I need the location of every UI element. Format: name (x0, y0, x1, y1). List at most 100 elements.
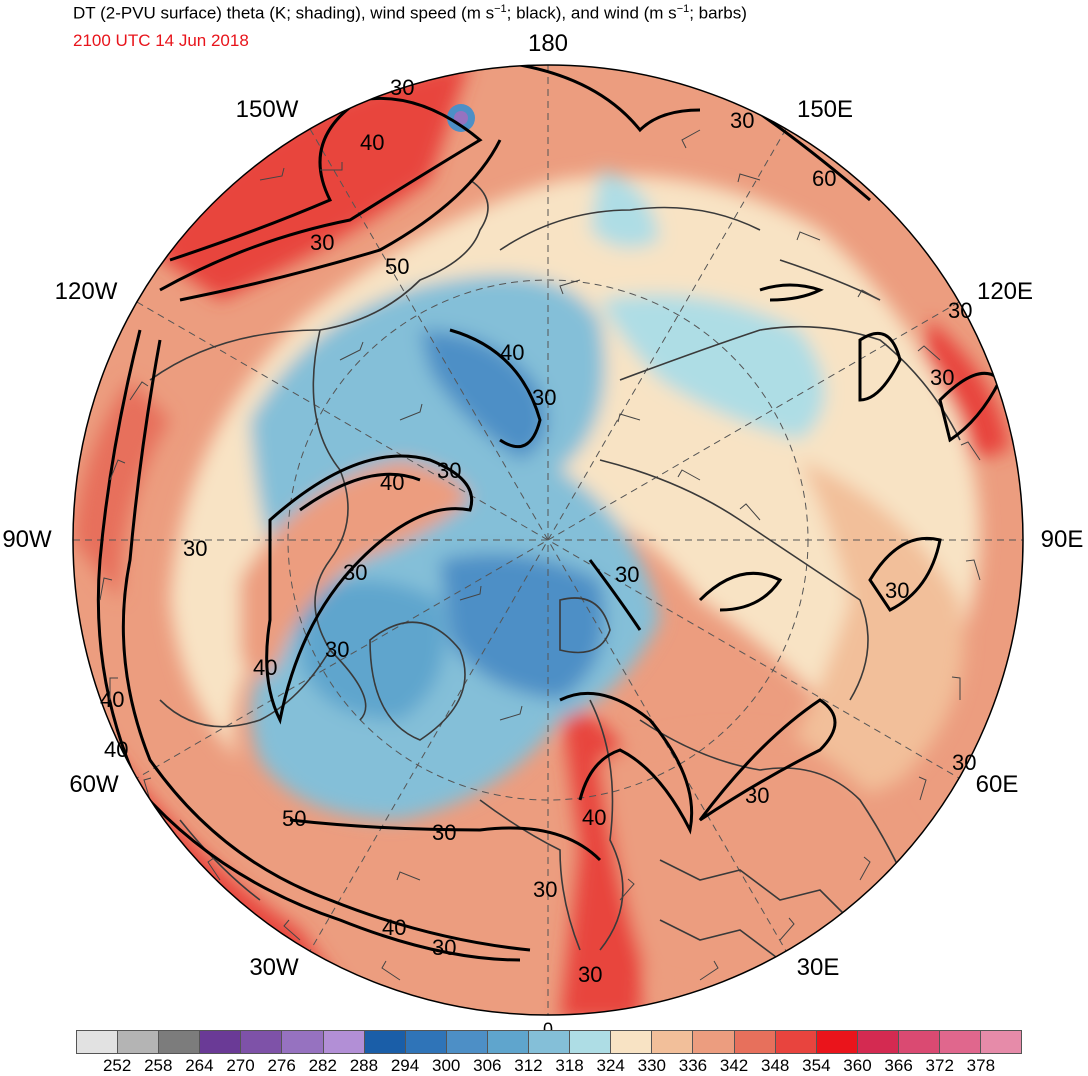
contour-label: 40 (104, 737, 128, 762)
lon-label-150e: 150E (796, 96, 854, 123)
colorbar-tick-label: 294 (390, 1056, 420, 1075)
contour-label: 30 (948, 298, 972, 323)
colorbar-tick-label: 360 (843, 1056, 872, 1075)
colorbar-tick-label: 264 (185, 1056, 214, 1075)
valid-time: 2100 UTC 14 Jun 2018 (73, 31, 249, 50)
colorbar-swatch (898, 1031, 940, 1053)
contour-label: 30 (952, 750, 976, 775)
contour-label: 30 (390, 75, 414, 100)
lon-label-150w: 150W (235, 96, 299, 123)
contour-label: 30 (533, 877, 557, 902)
contour-label: 30 (730, 108, 754, 133)
colorbar-swatch (405, 1031, 447, 1053)
contour-label: 40 (382, 915, 406, 940)
contour-label: 30 (930, 365, 954, 390)
colorbar (76, 1030, 1022, 1054)
contour-label: 30 (432, 820, 456, 845)
colorbar-swatch (734, 1031, 776, 1053)
contour-label: 40 (360, 130, 384, 155)
colorbar-swatch (446, 1031, 488, 1053)
colorbar-tick-label: 348 (761, 1056, 790, 1075)
contour-label: 40 (500, 340, 524, 365)
title-sup-2: −1 (676, 3, 690, 15)
colorbar-tick-label: 318 (555, 1056, 584, 1075)
colorbar-tick-label: 336 (678, 1056, 708, 1075)
title-sup-1: −1 (494, 3, 507, 15)
lon-label-180: 180 (527, 30, 569, 57)
colorbar-tick-label: 312 (514, 1056, 543, 1075)
contour-label: 40 (100, 687, 124, 712)
title-text-1: DT (2-PVU surface) theta (K; shading), w… (73, 3, 495, 23)
colorbar-swatch (693, 1031, 735, 1053)
colorbar-swatch (241, 1031, 283, 1053)
colorbar-tick-label: 372 (925, 1056, 954, 1075)
contour-label: 30 (437, 458, 461, 483)
colorbar-tick-label: 282 (308, 1056, 337, 1075)
colorbar-tick-label: 252 (102, 1056, 132, 1075)
colorbar-swatch (323, 1031, 365, 1053)
lon-label-90w: 90W (2, 526, 52, 553)
contour-label: 30 (310, 230, 334, 255)
lon-label-0: 0 (542, 1019, 554, 1040)
colorbar-swatch (200, 1031, 242, 1053)
colorbar-swatch (775, 1031, 817, 1053)
contour-label: 30 (532, 385, 556, 410)
colorbar-tick-label: 276 (267, 1056, 296, 1075)
colorbar-tick-label: 300 (431, 1056, 461, 1075)
contour-label: 40 (253, 655, 277, 680)
colorbar-swatch (611, 1031, 653, 1053)
coastlines (149, 179, 961, 961)
lon-label-30w: 30W (249, 954, 299, 981)
plot-title: DT (2-PVU surface) theta (K; shading), w… (73, 3, 747, 24)
colorbar-swatch (816, 1031, 858, 1053)
colorbar-tick-label: 366 (884, 1056, 913, 1075)
contour-label: 40 (380, 470, 404, 495)
lon-label-120w: 120W (54, 278, 118, 305)
lon-label-30e: 30E (796, 954, 840, 981)
contour-label: 30 (578, 962, 602, 987)
colorbar-swatch (77, 1031, 119, 1053)
contour-label: 30 (745, 783, 769, 808)
colorbar-tick-label: 306 (473, 1056, 502, 1075)
colorbar-tick-label: 258 (144, 1056, 173, 1075)
colorbar-swatch (529, 1031, 571, 1053)
contour-label: 30 (343, 560, 367, 585)
colorbar-tick-label: 354 (802, 1056, 831, 1075)
contour-label: 30 (615, 562, 639, 587)
lon-label-60w: 60W (69, 771, 119, 798)
lon-label-120e: 120E (976, 278, 1034, 305)
colorbar-swatch (857, 1031, 899, 1053)
contour-label: 30 (432, 935, 456, 960)
colorbar-labels: 252 258 264 270 276 282 288 294 300 306 312 318 324 3… (76, 1056, 1022, 1076)
colorbar-tick-label: 324 (596, 1056, 625, 1075)
colorbar-swatch (981, 1031, 1022, 1053)
colorbar-tick-label: 342 (719, 1056, 749, 1075)
contour-label: 60 (812, 166, 836, 191)
colorbar-swatch (570, 1031, 612, 1053)
lon-label-60e: 60E (975, 771, 1019, 798)
contour-label: 30 (325, 637, 349, 662)
lon-label-90e: 90E (1040, 526, 1084, 553)
colorbar-swatch (364, 1031, 406, 1053)
colorbar-swatch (939, 1031, 982, 1053)
contour-label: 50 (282, 806, 306, 831)
colorbar-swatch (159, 1031, 201, 1053)
colorbar-swatch (487, 1031, 530, 1053)
title-text-3: ; barbs) (689, 3, 747, 23)
title-text-2: ; black), and wind (m s (506, 3, 677, 23)
colorbar-tick-label: 270 (226, 1056, 255, 1075)
colorbar-tick-label: 330 (637, 1056, 666, 1075)
colorbar-tick-label: 378 (966, 1056, 996, 1075)
contour-label: 30 (885, 578, 909, 603)
colorbar-swatch (118, 1031, 160, 1053)
colorbar-swatch (652, 1031, 694, 1053)
theta-shading (73, 65, 1010, 1015)
contour-label: 30 (183, 536, 207, 561)
graticule (73, 65, 1023, 1015)
contour-label: 40 (582, 805, 606, 830)
contour-labels: 30 40 30 50 30 60 40 30 30 30 30 40 30 3… (100, 75, 976, 987)
contour-label: 50 (385, 254, 409, 279)
colorbar-swatch (282, 1031, 324, 1053)
colorbar-tick-label: 288 (349, 1056, 379, 1075)
